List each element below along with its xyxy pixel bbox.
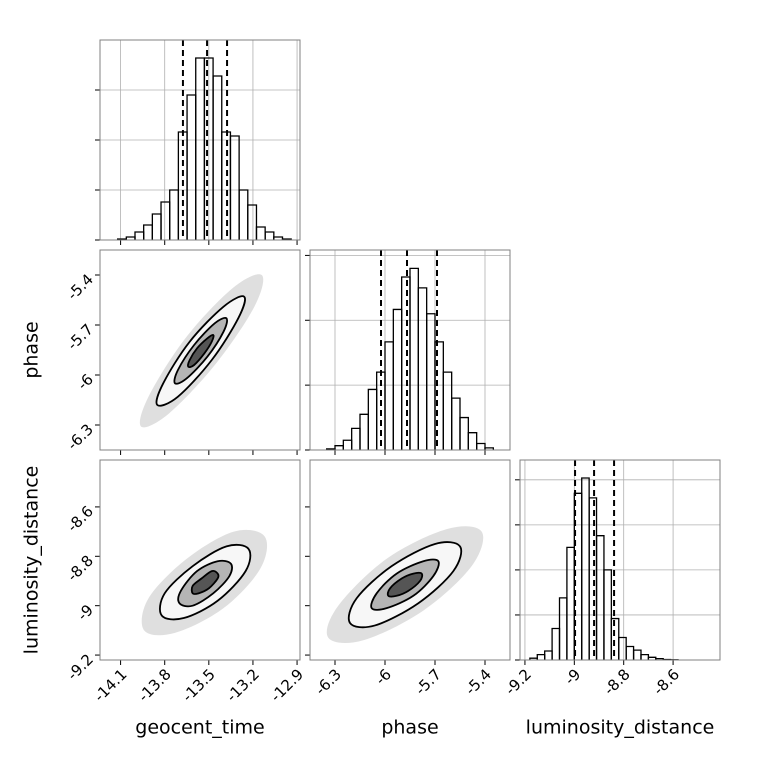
histogram-step (151, 213, 162, 240)
histogram-step (359, 413, 369, 450)
histogram-step (264, 231, 275, 240)
histogram-step (558, 597, 568, 660)
histogram-step (238, 189, 249, 240)
histogram-step (603, 569, 613, 660)
histogram-step (351, 427, 361, 450)
x-axis-label: luminosity_distance (526, 717, 715, 739)
y-tick-label: -5.4 (64, 270, 97, 303)
histogram-step (367, 388, 378, 450)
histogram-step (536, 653, 546, 660)
histogram-step (442, 371, 453, 450)
histogram-step (212, 75, 223, 240)
histogram-step (581, 477, 590, 660)
histogram-step (195, 57, 206, 240)
y-tick-label: -6 (74, 370, 97, 393)
histogram-step (247, 204, 258, 240)
histogram-step (334, 445, 344, 450)
axes-frame (99, 39, 301, 241)
histogram-step (384, 341, 394, 450)
histogram-step (392, 308, 403, 450)
histogram-step (476, 442, 486, 450)
histogram-step (595, 535, 605, 660)
histogram-step (134, 231, 145, 240)
contour (386, 571, 424, 598)
x-axis-label: geocent_time (135, 717, 264, 739)
histogram-step (426, 313, 436, 450)
histogram-step (640, 653, 650, 660)
x-tick-label: -5.4 (462, 665, 495, 698)
histogram-step (186, 94, 197, 240)
axes-frame (309, 249, 511, 451)
y-tick-label: -9.2 (64, 650, 97, 683)
histogram-step (451, 397, 461, 450)
x-tick-label: -9.2 (502, 665, 535, 698)
y-axis-label: luminosity_distance (21, 466, 43, 655)
x-tick-label: -9 (561, 665, 584, 688)
histogram-step (618, 636, 627, 660)
histogram-step (484, 447, 494, 450)
histogram-step (143, 224, 154, 240)
contour (187, 334, 215, 368)
x-tick-label: -5.7 (412, 665, 445, 698)
histogram-step (625, 645, 635, 660)
axes-frame (309, 459, 511, 661)
histogram-step (409, 267, 419, 450)
histogram-step (544, 650, 553, 660)
axes-frame (99, 249, 301, 451)
axes-frame (519, 459, 721, 661)
y-tick-label: -6.3 (64, 420, 97, 453)
histogram-step (467, 432, 478, 450)
histogram-step (255, 226, 266, 240)
x-tick-label: -13.5 (179, 665, 219, 705)
y-axis-label: phase (21, 321, 43, 378)
x-tick-label: -13.2 (223, 665, 263, 705)
y-tick-label: -9 (74, 601, 97, 624)
histogram-step (342, 439, 353, 450)
x-tick-label: -14.1 (90, 665, 130, 705)
x-tick-label: -13.8 (135, 665, 175, 705)
histogram-step (229, 135, 240, 240)
x-tick-label: -6.3 (312, 665, 345, 698)
x-tick-label: -8.6 (650, 665, 683, 698)
histogram-step (459, 416, 469, 450)
x-tick-label: -12.9 (267, 665, 307, 705)
histogram-step (588, 497, 598, 660)
x-tick-label: -8.8 (600, 665, 633, 698)
x-tick-label: -6 (372, 665, 395, 688)
y-tick-label: -8.8 (64, 552, 97, 585)
histogram-step (160, 201, 171, 240)
histogram-step (169, 189, 180, 240)
axes-frame (99, 459, 301, 661)
histogram-step (401, 276, 411, 450)
y-tick-label: -8.6 (64, 502, 97, 535)
histogram-step (417, 287, 428, 450)
x-axis-label: phase (381, 717, 438, 739)
histogram-step (551, 627, 561, 660)
histogram-step (566, 546, 575, 660)
histogram-step (632, 649, 642, 660)
y-tick-label: -5.7 (64, 320, 97, 353)
contour (190, 570, 220, 596)
